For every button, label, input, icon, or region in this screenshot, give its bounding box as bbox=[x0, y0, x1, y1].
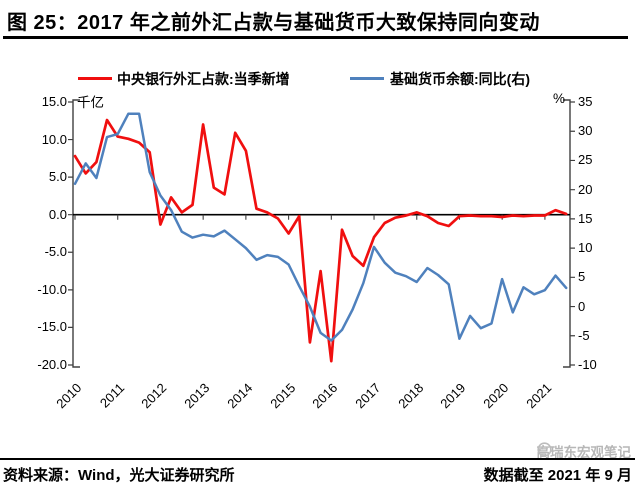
title-underline bbox=[3, 36, 628, 39]
watermark: 高瑞东宏观笔记 bbox=[536, 442, 632, 460]
watermark-text: 高瑞东宏观笔记 bbox=[536, 444, 632, 460]
footer-note: 数据截至 2021 年 9 月 bbox=[483, 467, 632, 484]
chart-title: 图 25：2017 年之前外汇占款与基础货币大致保持同向变动 bbox=[7, 12, 540, 34]
left-axis-tick-label: -5.0 bbox=[44, 244, 67, 260]
left-axis-tick-label: 15.0 bbox=[41, 93, 67, 109]
right-axis-unit-label: % bbox=[553, 91, 566, 106]
right-axis-spine bbox=[563, 99, 571, 368]
left-axis-tick-label: 5.0 bbox=[48, 169, 67, 185]
right-axis-tick-label: -10 bbox=[578, 356, 597, 372]
footer-source: 资料来源：Wind，光大证券研究所 bbox=[3, 467, 235, 484]
watermark-logo-icon bbox=[536, 442, 552, 457]
left-axis-tick-label: -15.0 bbox=[37, 319, 67, 335]
right-axis-tick-label: -5 bbox=[578, 327, 590, 343]
right-axis-tick-label: 30 bbox=[578, 123, 593, 139]
left-axis-tick-label: 0.0 bbox=[48, 206, 67, 222]
left-axis-tick-label: 10.0 bbox=[41, 131, 67, 147]
footer-divider bbox=[0, 458, 635, 460]
right-axis-tick-label: 15 bbox=[578, 210, 593, 226]
series-line-base-money bbox=[73, 112, 568, 342]
right-axis-tick-label: 0 bbox=[578, 298, 586, 314]
right-axis-ticks bbox=[570, 101, 575, 366]
left-axis-unit-label: 千亿 bbox=[77, 95, 104, 110]
left-axis-tick-label: -20.0 bbox=[37, 356, 67, 372]
right-axis-tick-label: 25 bbox=[578, 152, 593, 168]
left-axis-ticks bbox=[68, 101, 73, 366]
right-axis-tick-label: 5 bbox=[578, 269, 586, 285]
right-axis-tick-label: 10 bbox=[578, 240, 593, 256]
series-line-fx bbox=[73, 118, 568, 363]
left-axis-tick-label: -10.0 bbox=[37, 281, 67, 297]
right-axis-tick-label: 20 bbox=[578, 181, 593, 197]
left-axis-spine bbox=[72, 99, 80, 368]
right-axis-tick-label: 35 bbox=[578, 94, 593, 109]
